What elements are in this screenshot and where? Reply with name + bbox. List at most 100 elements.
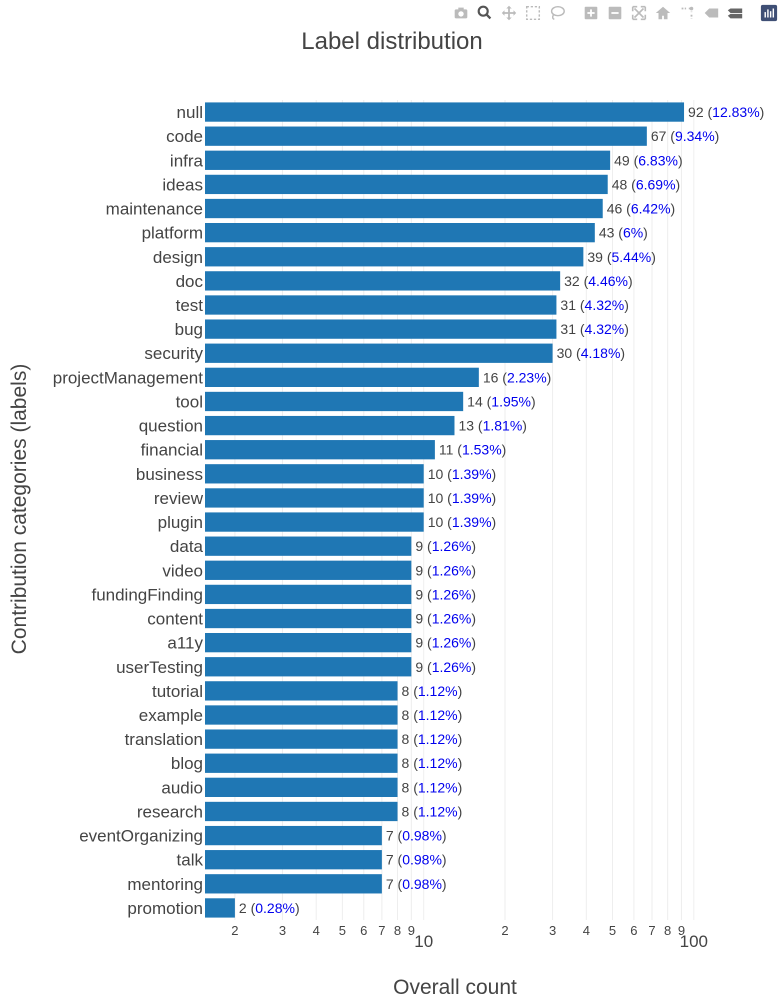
- data-label-count: 10 (: [428, 466, 452, 482]
- y-tick-label: security: [144, 344, 203, 363]
- data-label: 7 (0.98%): [386, 852, 447, 868]
- data-label-close: ): [442, 828, 447, 844]
- data-label: 9 (1.26%): [415, 562, 476, 578]
- data-label: 8 (1.12%): [402, 683, 463, 699]
- data-label-count: 31 (: [560, 321, 584, 337]
- zoom-icon: [477, 5, 492, 20]
- bar: [205, 198, 603, 219]
- bar: [205, 319, 557, 339]
- data-label-close: ): [715, 128, 720, 144]
- chart-title: Label distribution: [301, 28, 482, 55]
- x-minor-tick-label: 8: [394, 923, 401, 938]
- data-label: 7 (0.98%): [386, 828, 447, 844]
- data-label-percent: 1.39%: [452, 514, 492, 530]
- data-label-close: ): [458, 779, 463, 795]
- data-label: 9 (1.26%): [415, 538, 476, 554]
- reset-axes-button[interactable]: [652, 2, 674, 24]
- pan-button[interactable]: [498, 2, 520, 24]
- data-label-count: 8 (: [402, 683, 419, 699]
- plotly-logo-button[interactable]: [758, 2, 780, 24]
- data-label-percent: 1.39%: [452, 466, 492, 482]
- bar: [205, 633, 412, 653]
- data-label-count: 39 (: [587, 249, 611, 265]
- data-label-close: ): [628, 273, 633, 289]
- bar: [205, 729, 398, 749]
- camera-icon: [454, 7, 468, 19]
- x-minor-tick-label: 5: [609, 923, 616, 938]
- zoom-out-button[interactable]: [604, 2, 626, 24]
- x-minor-tick-label: 5: [339, 923, 346, 938]
- data-label-percent: 6.83%: [638, 152, 678, 168]
- spike-lines-button[interactable]: [676, 2, 698, 24]
- x-minor-tick-label: 7: [378, 923, 385, 938]
- lasso-select-button[interactable]: [546, 2, 568, 24]
- autoscale-button[interactable]: [628, 2, 650, 24]
- bar: [205, 898, 235, 918]
- x-minor-tick-label: 3: [549, 923, 556, 938]
- data-label-percent: 6%: [623, 225, 643, 241]
- bar: [205, 367, 479, 387]
- bar: [205, 705, 398, 725]
- data-label-count: 14 (: [467, 393, 491, 409]
- reset-axes-icon: [655, 6, 671, 20]
- data-label-close: ): [531, 393, 536, 409]
- hover-compare-button[interactable]: [724, 2, 746, 24]
- data-label-close: ): [295, 900, 300, 916]
- data-label-count: 8 (: [402, 731, 419, 747]
- data-label-close: ): [547, 369, 552, 385]
- data-label: 92 (12.83%): [688, 104, 764, 120]
- data-label-close: ): [458, 731, 463, 747]
- bar: [205, 657, 412, 677]
- camera-button[interactable]: [450, 2, 472, 24]
- data-label-percent: 1.81%: [483, 418, 523, 434]
- pan-icon: [501, 5, 517, 21]
- data-label: 13 (1.81%): [458, 418, 527, 434]
- y-tick-label: fundingFinding: [91, 585, 203, 604]
- data-label: 46 (6.42%): [607, 201, 676, 217]
- data-label-count: 8 (: [402, 707, 419, 723]
- data-label-percent: 1.12%: [418, 731, 458, 747]
- data-label-percent: 1.12%: [418, 755, 458, 771]
- data-label-close: ): [624, 321, 629, 337]
- y-tick-label: test: [176, 296, 204, 315]
- data-label: 9 (1.26%): [415, 635, 476, 651]
- bar: [205, 343, 553, 363]
- box-select-button[interactable]: [522, 2, 544, 24]
- modebar: [450, 2, 780, 24]
- x-tick-labels: 2 3 4 5 6 7 8 9 2 3 4 5 6 7 8 910 100: [231, 923, 708, 951]
- data-label-count: 49 (: [614, 152, 638, 168]
- data-label: 14 (1.95%): [467, 393, 536, 409]
- data-label-percent: 1.26%: [432, 538, 472, 554]
- y-tick-label: ideas: [162, 175, 203, 194]
- hover-closest-button[interactable]: [700, 2, 722, 24]
- data-label-percent: 4.32%: [585, 321, 625, 337]
- data-label: 16 (2.23%): [483, 369, 552, 385]
- data-label-percent: 0.98%: [402, 828, 442, 844]
- data-label-count: 10 (: [428, 490, 452, 506]
- bar: [205, 391, 464, 412]
- data-label: 2 (0.28%): [239, 900, 300, 916]
- data-label-count: 9 (: [415, 538, 432, 554]
- y-tick-label: tutorial: [152, 682, 203, 701]
- data-label: 10 (1.39%): [428, 514, 497, 530]
- data-label-close: ): [651, 249, 656, 265]
- x-minor-tick-label: 9: [678, 923, 685, 938]
- bar: [205, 102, 685, 122]
- y-tick-label: promotion: [127, 899, 203, 918]
- data-label: 43 (6%): [599, 225, 648, 241]
- data-label-percent: 1.95%: [491, 393, 531, 409]
- data-label-percent: 1.12%: [418, 803, 458, 819]
- bar: [205, 512, 424, 532]
- data-label-count: 30 (: [557, 345, 581, 361]
- data-label-percent: 1.26%: [432, 586, 472, 602]
- zoom-in-button[interactable]: [580, 2, 602, 24]
- bar: [205, 150, 611, 170]
- zoom-button[interactable]: [474, 2, 496, 24]
- data-label: 8 (1.12%): [402, 803, 463, 819]
- data-label-count: 2 (: [239, 900, 256, 916]
- y-tick-label: design: [153, 248, 203, 267]
- y-tick-label: bug: [175, 320, 203, 339]
- data-label-percent: 2.23%: [507, 369, 547, 385]
- bar: [205, 271, 561, 291]
- y-tick-label: userTesting: [116, 658, 203, 677]
